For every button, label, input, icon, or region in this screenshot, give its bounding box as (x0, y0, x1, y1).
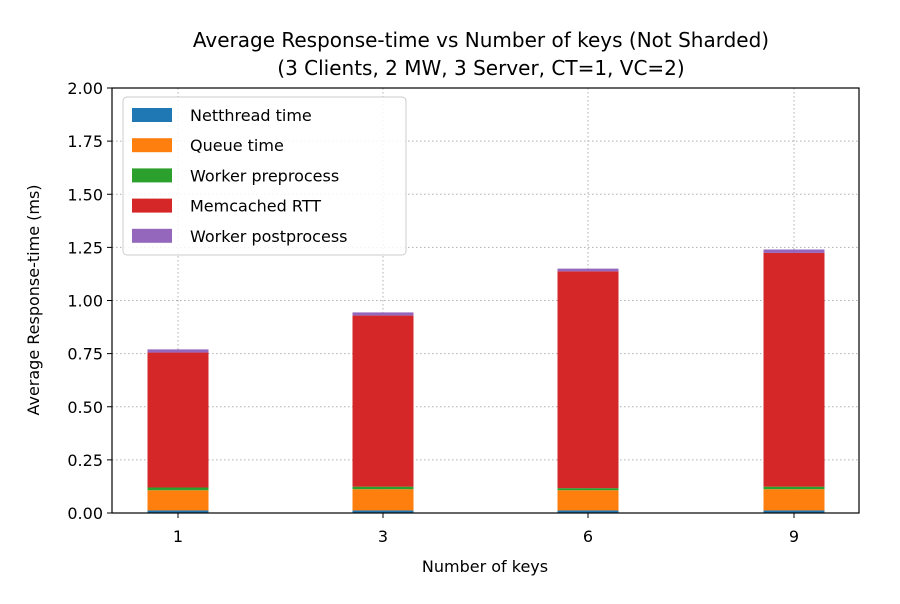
y-tick-label: 0.75 (67, 345, 103, 364)
y-tick-label: 1.75 (67, 132, 103, 151)
bar-segment-worker-preprocess-keys-6 (557, 488, 619, 491)
y-tick-label: 0.00 (67, 504, 103, 523)
ticks-layer: 0.00 0.25 0.50 0.75 1.00 1.25 1.50 1.75 2.00 1 3 6 9 (67, 79, 799, 546)
x-tick-label: 6 (583, 527, 593, 546)
legend: Netthread time Queue time Worker preproces… (122, 96, 407, 256)
bar-segment-netthread-time-keys-9 (763, 510, 825, 513)
bar-segment-worker-postprocess-keys-9 (763, 249, 825, 253)
legend-label: Worker preprocess (190, 166, 339, 185)
y-axis-label: Average Response-time (ms) (24, 184, 43, 415)
y-tick-label: 1.00 (67, 292, 103, 311)
y-tick-label: 2.00 (67, 79, 103, 98)
legend-label: Worker postprocess (190, 227, 348, 246)
bar-segment-worker-postprocess-keys-6 (557, 268, 619, 272)
bar-segment-queue-time-keys-1 (147, 490, 209, 511)
bar-segment-memcached-rtt-keys-6 (557, 271, 619, 489)
legend-frame (122, 96, 407, 256)
x-axis-label: Number of keys (422, 557, 548, 576)
bar-segment-worker-postprocess-keys-3 (352, 312, 414, 316)
bar-segment-netthread-time-keys-6 (557, 510, 619, 513)
y-tick-label: 1.50 (67, 185, 103, 204)
bar-segment-worker-preprocess-keys-9 (763, 486, 825, 490)
legend-swatch (132, 198, 172, 213)
chart-title-line1: Average Response-time vs Number of keys … (193, 28, 769, 52)
bar-segment-memcached-rtt-keys-3 (352, 315, 414, 487)
legend-swatch (132, 108, 172, 122)
bar-segment-queue-time-keys-9 (763, 489, 825, 511)
y-tick-label: 0.25 (67, 451, 103, 470)
bar-segment-queue-time-keys-6 (557, 490, 619, 511)
legend-swatch (132, 228, 172, 243)
bar-segment-memcached-rtt-keys-1 (147, 352, 209, 488)
bar-segment-worker-preprocess-keys-1 (147, 487, 209, 491)
y-tick-label: 0.50 (67, 398, 103, 417)
bar-segment-memcached-rtt-keys-9 (763, 252, 825, 487)
legend-swatch (132, 138, 172, 153)
x-tick-label: 9 (789, 527, 799, 546)
bar-segment-queue-time-keys-3 (352, 489, 414, 511)
x-tick-label: 3 (378, 527, 388, 546)
bar-segment-netthread-time-keys-1 (147, 510, 209, 513)
bars-layer (147, 249, 825, 513)
y-tick-label: 1.25 (67, 238, 103, 257)
legend-swatch (132, 168, 172, 183)
chart-title-line2: (3 Clients, 2 MW, 3 Server, CT=1, VC=2) (277, 56, 684, 80)
legend-label: Netthread time (190, 106, 312, 125)
bar-segment-worker-preprocess-keys-3 (352, 486, 414, 490)
legend-label: Queue time (190, 136, 284, 155)
x-tick-label: 1 (173, 527, 183, 546)
bar-segment-netthread-time-keys-3 (352, 510, 414, 513)
legend-label: Memcached RTT (190, 197, 321, 216)
bar-segment-worker-postprocess-keys-1 (147, 349, 209, 353)
